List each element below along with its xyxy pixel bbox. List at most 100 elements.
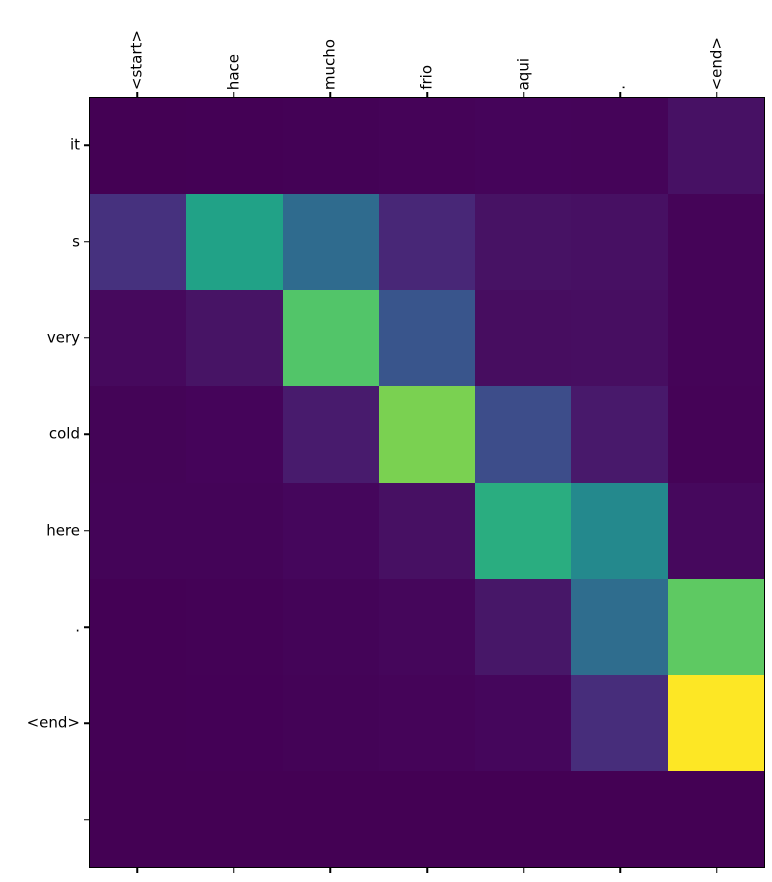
left-tick-mark — [84, 144, 89, 146]
heatmap-cell — [667, 578, 764, 675]
top-tick-mark — [715, 92, 718, 97]
heatmap-cell — [571, 482, 668, 579]
left-tick-mark — [84, 722, 89, 725]
heatmap-cell — [90, 98, 187, 195]
heatmap-cell — [282, 482, 379, 579]
heatmap-cell — [186, 290, 283, 387]
x-tick-label: frio — [417, 0, 436, 90]
heatmap-cell — [571, 98, 668, 195]
heatmap-cell — [186, 98, 283, 195]
x-tick-label: <start> — [127, 0, 146, 90]
y-tick-label: s — [72, 232, 80, 251]
left-tick-mark — [84, 529, 89, 532]
left-tick-mark — [84, 240, 89, 243]
heatmap-cell — [378, 98, 476, 195]
heatmap-cell — [282, 578, 379, 675]
heatmap-cell — [667, 482, 764, 579]
heatmap-cell — [378, 194, 476, 291]
heatmap-cell — [667, 386, 764, 483]
top-tick-mark — [233, 92, 235, 97]
x-tick-label: hace — [224, 0, 243, 90]
top-tick-mark — [136, 92, 139, 97]
heatmap-cell — [186, 386, 283, 483]
bottom-tick-mark — [233, 868, 235, 873]
heatmap-cell — [282, 674, 379, 771]
x-tick-label-text: . — [610, 85, 629, 90]
top-tick-mark — [522, 92, 525, 97]
left-tick-mark — [84, 626, 89, 628]
top-tick-mark — [329, 92, 332, 97]
heatmap-cell — [571, 578, 668, 675]
x-tick-label: <end> — [707, 0, 726, 90]
heatmap-cell — [282, 770, 379, 867]
heatmap-cell — [378, 674, 476, 771]
heatmap-cell — [475, 98, 572, 195]
x-tick-label: mucho — [320, 0, 339, 90]
x-tick-label: aqui — [514, 0, 533, 90]
bottom-tick-mark — [522, 868, 525, 873]
heatmap-cell — [475, 290, 572, 387]
x-tick-label: . — [610, 0, 629, 90]
heatmap-cell — [475, 386, 572, 483]
heatmap-cell — [475, 674, 572, 771]
heatmap-cell — [571, 386, 668, 483]
left-tick-mark — [84, 433, 89, 436]
heatmap-cell — [667, 674, 764, 771]
heatmap-cell — [90, 290, 187, 387]
heatmap-cell — [571, 674, 668, 771]
heatmap-cell — [378, 290, 476, 387]
heatmap-cell — [667, 194, 764, 291]
heatmap-cell — [475, 770, 572, 867]
bottom-tick-mark — [136, 868, 139, 873]
heatmap-cell — [186, 770, 283, 867]
heatmap-cell — [475, 194, 572, 291]
heatmap-cell — [378, 482, 476, 579]
heatmap-cell — [475, 578, 572, 675]
heatmap-cell — [378, 578, 476, 675]
x-tick-label-text: aqui — [514, 57, 533, 90]
heatmap-cell — [282, 98, 379, 195]
y-tick-label: very — [46, 328, 80, 347]
x-tick-label-text: mucho — [320, 38, 339, 90]
x-tick-label-text: <end> — [707, 36, 726, 90]
heatmap-cell — [475, 482, 572, 579]
heatmap-cell — [282, 386, 379, 483]
bottom-tick-mark — [426, 868, 428, 873]
bottom-tick-mark — [619, 868, 621, 873]
attention-heatmap — [89, 97, 765, 868]
y-tick-label: cold — [48, 424, 80, 443]
heatmap-cell — [186, 578, 283, 675]
heatmap-cell — [90, 770, 187, 867]
y-tick-label: here — [46, 521, 80, 540]
heatmap-cell — [186, 194, 283, 291]
x-tick-label-text: <start> — [127, 29, 146, 90]
x-tick-label-text: hace — [224, 53, 243, 90]
heatmap-cell — [667, 98, 764, 195]
heatmap-cell — [90, 386, 187, 483]
x-tick-label-text: frio — [417, 65, 436, 90]
heatmap-cell — [667, 770, 764, 867]
heatmap-cell — [667, 290, 764, 387]
y-tick-label: . — [75, 617, 80, 636]
y-tick-label: <end> — [26, 713, 80, 732]
heatmap-cell — [90, 194, 187, 291]
heatmap-cell — [571, 290, 668, 387]
top-tick-mark — [426, 92, 428, 97]
heatmap-cell — [282, 290, 379, 387]
bottom-tick-mark — [329, 868, 332, 873]
heatmap-cell — [282, 194, 379, 291]
heatmap-cell — [90, 578, 187, 675]
y-tick-label: it — [69, 135, 80, 154]
bottom-tick-mark — [715, 868, 718, 873]
heatmap-cell — [571, 770, 668, 867]
heatmap-cell — [378, 770, 476, 867]
heatmap-cell — [186, 674, 283, 771]
left-tick-mark — [84, 337, 89, 339]
top-tick-mark — [619, 92, 621, 97]
heatmap-cell — [90, 482, 187, 579]
heatmap-cell — [90, 674, 187, 771]
heatmap-cell — [186, 482, 283, 579]
heatmap-cell — [378, 386, 476, 483]
heatmap-cell — [571, 194, 668, 291]
